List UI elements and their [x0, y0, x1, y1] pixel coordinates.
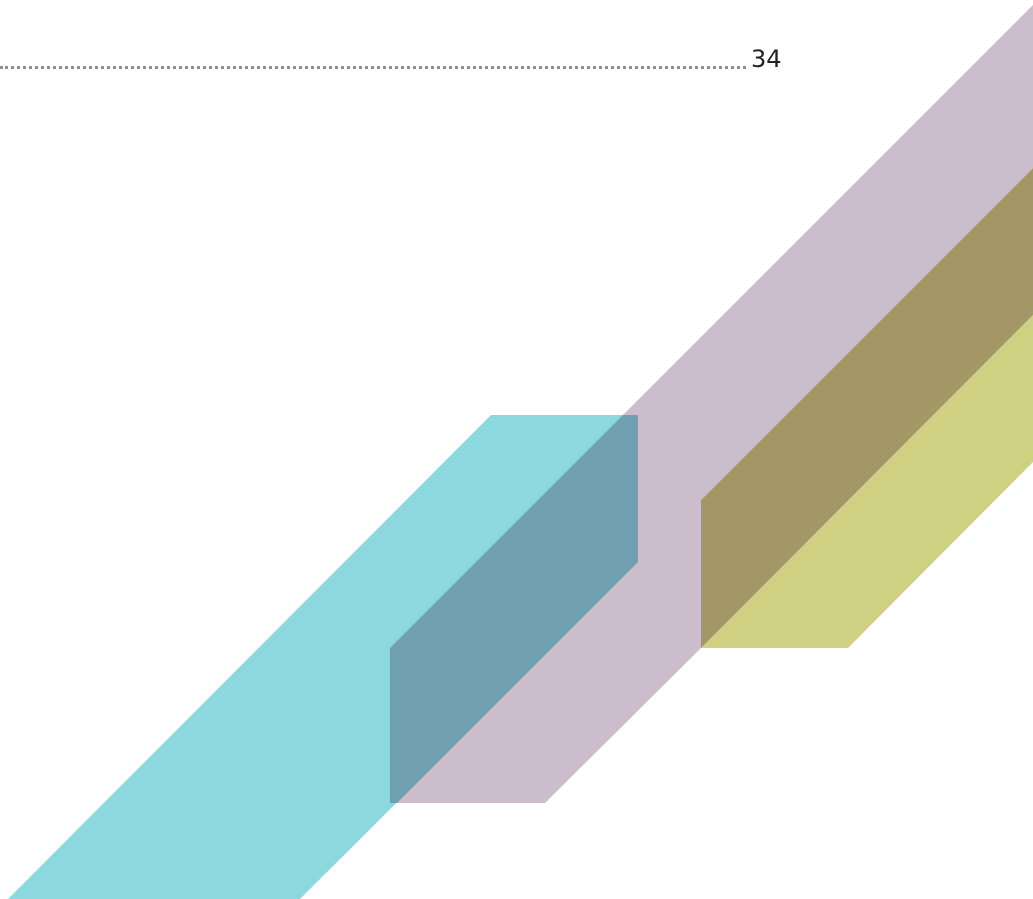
teal-mauve-overlap — [390, 415, 638, 803]
olive-band — [701, 168, 1033, 648]
leader-dotted-line — [0, 66, 746, 69]
page-number: 34 — [751, 45, 782, 73]
teal-band — [8, 415, 638, 899]
